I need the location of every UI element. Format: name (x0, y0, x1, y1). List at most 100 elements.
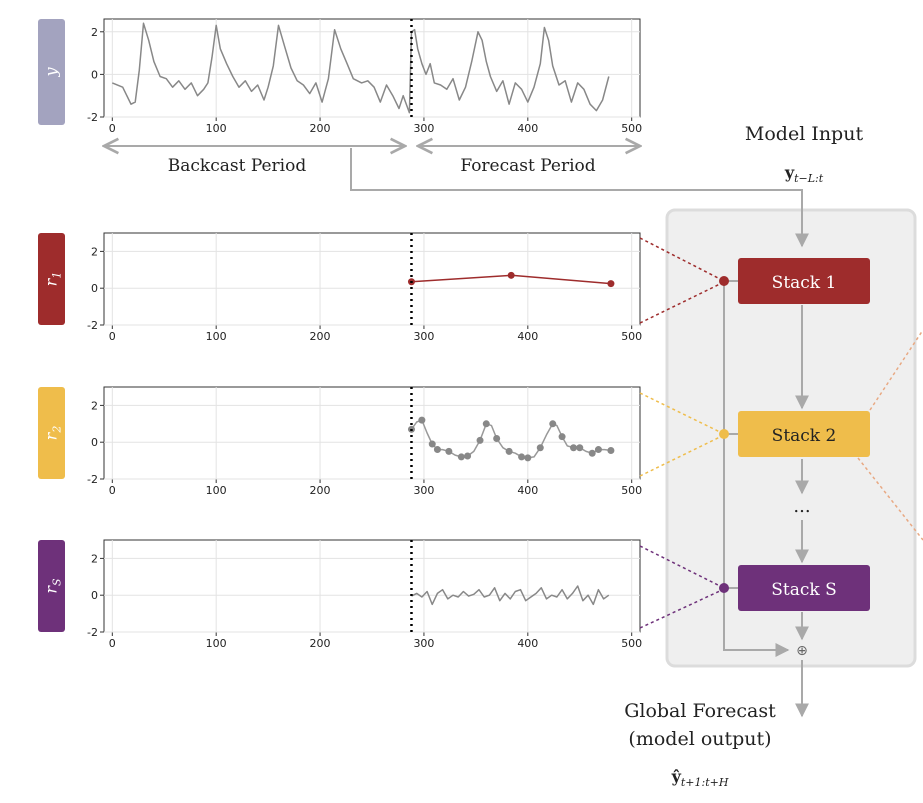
chart-2-ytick-0: -2 (87, 473, 98, 486)
chart-0-ytick-2: 2 (91, 26, 98, 39)
model-input-title: Model Input (745, 123, 864, 145)
chart-2-series-0-point-4 (445, 447, 453, 455)
chart-2-series-0-point-14 (549, 420, 557, 428)
chart-1-label-box (38, 233, 65, 325)
chart-3-ytick-1: 0 (91, 589, 98, 602)
chart-3-xtick-4: 400 (517, 637, 538, 650)
stack-s-label: Stack S (771, 580, 837, 600)
chart-1-ytick-1: 0 (91, 282, 98, 295)
chart-2-frame (103, 386, 641, 480)
chart-1-ylabel-sub: 1 (51, 272, 64, 279)
chart-2-xtick-0: 0 (109, 484, 116, 497)
chart-0-xtick-0: 0 (109, 122, 116, 135)
output-symbol: ŷt+1:t+H (671, 767, 729, 789)
chart-2-xtick-4: 400 (517, 484, 538, 497)
chart-2-series-0-point-13 (536, 444, 544, 452)
chart-0: y 0 100 200 300 400 500 -2 0 2 (38, 18, 642, 135)
stack-2[interactable]: Stack 2 (738, 411, 870, 457)
stack-2-dot (719, 429, 729, 439)
model-input-symbol-sub: t−L:t (794, 172, 824, 185)
stack-2-box[interactable] (738, 411, 870, 457)
cropped-connector-top (869, 329, 923, 411)
chart-0-label-box (38, 19, 65, 125)
chart-3-ylabel-main: r (42, 585, 61, 594)
period-arrows: Backcast Period Forecast Period (104, 146, 640, 176)
chart-2-series-0-point-8 (482, 420, 490, 428)
chart-2-series-0-point-20 (607, 446, 615, 454)
chart-0-ylabel: y (42, 67, 61, 78)
chart-3-ylabel-sub: S (51, 578, 64, 586)
chart-2-series-0-point-6 (464, 452, 472, 460)
chart-2-series-0-point-16 (570, 444, 578, 452)
chart-2-series-0-point-18 (588, 449, 596, 457)
chart-1-xtick-3: 300 (413, 330, 434, 343)
chart-2-series-0-point-7 (476, 436, 484, 444)
chart-2-series-0-point-19 (594, 446, 602, 454)
stack-1[interactable]: Stack 1 (738, 258, 870, 304)
chart-3-frame (103, 539, 641, 633)
chart-2-series-0-point-5 (457, 453, 465, 461)
chart-1-xtick-4: 400 (517, 330, 538, 343)
chart-0-frame (103, 18, 641, 118)
chart-2-ytick-2: 2 (91, 399, 98, 412)
chart-3-ylabel: rS (42, 578, 64, 594)
chart-2-series-0-point-11 (518, 453, 526, 461)
model-input-symbol-main: y (784, 163, 795, 182)
chart-2-xtick-1: 100 (206, 484, 227, 497)
backcast-label: Backcast Period (168, 156, 307, 176)
chart-0-series-0-line (112, 22, 610, 114)
stack-s-dot (719, 583, 729, 593)
stack-ellipsis: ... (793, 496, 810, 517)
chart-0-xtick-4: 400 (517, 122, 538, 135)
chart-1-ytick-2: 2 (91, 245, 98, 258)
stack-1-dot (719, 276, 729, 286)
chart-3-xtick-2: 200 (310, 637, 331, 650)
stack-s-box[interactable] (738, 565, 870, 611)
chart-3-xtick-1: 100 (206, 637, 227, 650)
stack-s[interactable]: Stack S (738, 565, 870, 611)
chart-2-series-0-point-10 (505, 447, 513, 455)
chart-2-xtick-5: 500 (621, 484, 642, 497)
chart-1-xtick-2: 200 (310, 330, 331, 343)
chart-2-xtick-3: 300 (413, 484, 434, 497)
chart-3-xtick-3: 300 (413, 637, 434, 650)
model-input-symbol: yt−L:t (784, 163, 824, 185)
chart-1-xtick-1: 100 (206, 330, 227, 343)
stack-1-label: Stack 1 (772, 273, 837, 293)
stack-1-box[interactable] (738, 258, 870, 304)
chart-0-xtick-3: 300 (413, 122, 434, 135)
chart-1-ylabel: r1 (42, 272, 64, 287)
chart-2-series-0-point-15 (558, 433, 566, 441)
output-symbol-main: ŷ (671, 767, 682, 786)
chart-0-xtick-5: 500 (621, 122, 642, 135)
chart-2-ylabel-sub: 2 (51, 426, 64, 434)
chart-1-ytick-0: -2 (87, 319, 98, 332)
chart-2-ytick-1: 0 (91, 436, 98, 449)
chart-3-xtick-5: 500 (621, 637, 642, 650)
chart-2-series-0-point-9 (493, 435, 501, 443)
chart-2-xtick-2: 200 (310, 484, 331, 497)
chart-0-xtick-1: 100 (206, 122, 227, 135)
chart-1-xtick-0: 0 (109, 330, 116, 343)
chart-0-xtick-2: 200 (310, 122, 331, 135)
chart-2: r20 100 200 300 400 500-202 (38, 386, 642, 497)
chart-3: rS 0 100 200 300 400 500 -2 0 2 (38, 539, 642, 650)
chart-1-ylabel-main: r (42, 277, 61, 286)
chart-2-series-0-point-17 (576, 444, 584, 452)
chart-0-ytick-0: -2 (87, 111, 98, 124)
forecast-label: Forecast Period (460, 156, 595, 176)
chart-2-ylabel: r2 (42, 426, 64, 441)
chart-2-ylabel-main: r (42, 431, 61, 440)
output-line-2: (model output) (628, 728, 771, 750)
chart-2-series-0-point-12 (524, 454, 532, 462)
chart-0-ytick-1: 0 (91, 68, 98, 81)
chart-3-series-0-line (411, 585, 610, 606)
chart-2-label-box (38, 387, 65, 479)
chart-3-xtick-0: 0 (109, 637, 116, 650)
chart-3-ytick-2: 2 (91, 552, 98, 565)
output-symbol-sub: t+1:t+H (681, 776, 729, 789)
chart-2-series-0-point-1 (418, 416, 426, 424)
residual-collector-line (723, 281, 790, 657)
